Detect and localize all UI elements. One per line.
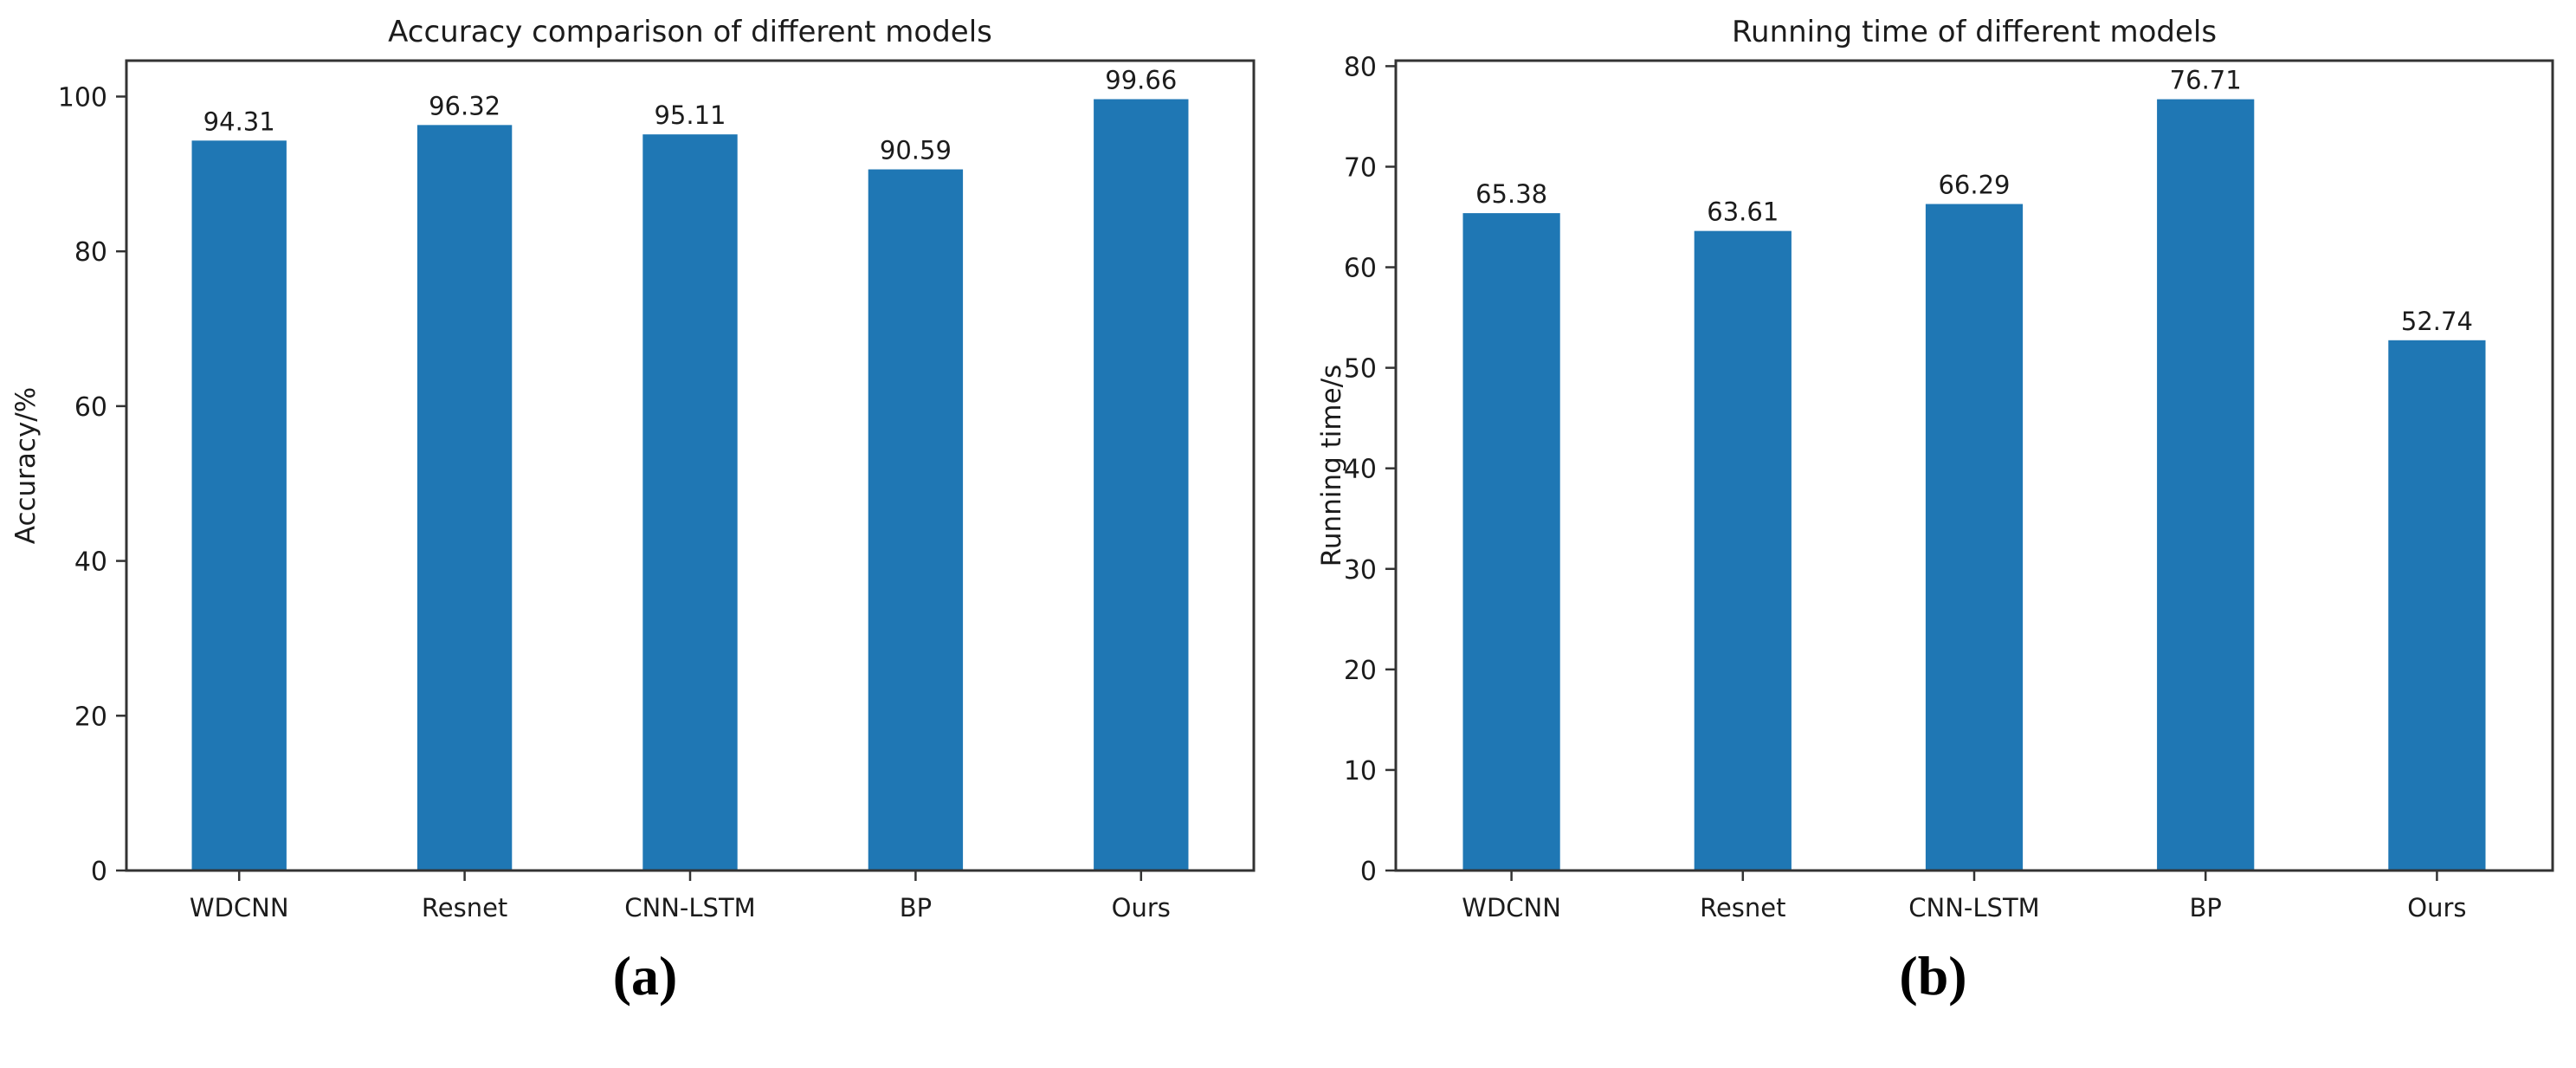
x-tick-label: Resnet xyxy=(1700,893,1785,922)
y-tick-label: 70 xyxy=(1344,152,1377,183)
bar-value-label: 99.66 xyxy=(1105,65,1177,94)
bar-value-label: 94.31 xyxy=(203,107,275,136)
accuracy-bar-chart: Accuracy comparison of different models A… xyxy=(10,15,1256,922)
bar-value-label: 76.71 xyxy=(2170,66,2242,95)
x-tick-label: BP xyxy=(2190,893,2222,922)
x-tick-label: WDCNN xyxy=(190,893,289,922)
y-tick-label: 80 xyxy=(74,237,107,268)
bar-value-label: 52.74 xyxy=(2401,307,2473,336)
bar xyxy=(416,125,513,871)
bar xyxy=(642,134,738,871)
plot-border xyxy=(1394,59,2554,872)
y-tick-label: 80 xyxy=(1344,52,1377,82)
y-tick-label: 60 xyxy=(74,392,107,423)
bar-value-label: 95.11 xyxy=(654,100,726,130)
x-tick-label: BP xyxy=(900,893,932,922)
y-tick-label: 60 xyxy=(1344,254,1377,284)
y-tick-label: 40 xyxy=(1344,455,1377,485)
y-tick-label: 50 xyxy=(1344,354,1377,385)
running-time-bar-chart: Running time of different models Running … xyxy=(1316,15,2554,922)
x-tick-label: WDCNN xyxy=(1462,893,1561,922)
x-tick-label: Ours xyxy=(1112,893,1171,922)
chart-title: Running time of different models xyxy=(1732,15,2217,49)
bar xyxy=(191,140,287,871)
x-tick-label: Ours xyxy=(2407,893,2466,922)
bar xyxy=(2157,99,2255,871)
bar-value-label: 66.29 xyxy=(1938,171,2010,200)
x-tick-label: CNN-LSTM xyxy=(624,893,755,922)
y-tick-label: 20 xyxy=(74,702,107,732)
bar xyxy=(1925,204,2024,871)
bar xyxy=(1694,230,1792,871)
bar-value-label: 90.59 xyxy=(880,136,952,165)
x-tick-label: CNN-LSTM xyxy=(1908,893,2039,922)
y-tick-label: 40 xyxy=(74,547,107,578)
y-tick-label: 0 xyxy=(91,857,107,887)
y-axis-label: Accuracy/% xyxy=(10,387,42,544)
x-tick-label: Resnet xyxy=(422,893,507,922)
bar xyxy=(1094,99,1189,871)
panel-b: Running time of different models Running … xyxy=(1290,0,2576,1068)
y-tick-label: 30 xyxy=(1344,555,1377,586)
bar xyxy=(2388,340,2486,871)
y-tick-label: 0 xyxy=(1360,857,1377,887)
bar-value-label: 63.61 xyxy=(1707,197,1779,227)
y-tick-label: 100 xyxy=(58,82,107,113)
plot-border xyxy=(125,59,1256,872)
bar xyxy=(868,169,964,871)
chart-title: Accuracy comparison of different models xyxy=(388,15,992,49)
bar-value-label: 65.38 xyxy=(1475,179,1547,209)
bar xyxy=(1462,213,1560,871)
y-axis-label: Running time/s xyxy=(1316,365,1347,567)
y-tick-label: 20 xyxy=(1344,656,1377,686)
subfigure-label-b: (b) xyxy=(1899,945,1967,1007)
panel-a: Accuracy comparison of different models A… xyxy=(10,15,1256,1007)
bar-value-label: 96.32 xyxy=(429,91,500,120)
y-tick-label: 10 xyxy=(1344,756,1377,786)
subfigure-label-a: (a) xyxy=(612,945,678,1007)
